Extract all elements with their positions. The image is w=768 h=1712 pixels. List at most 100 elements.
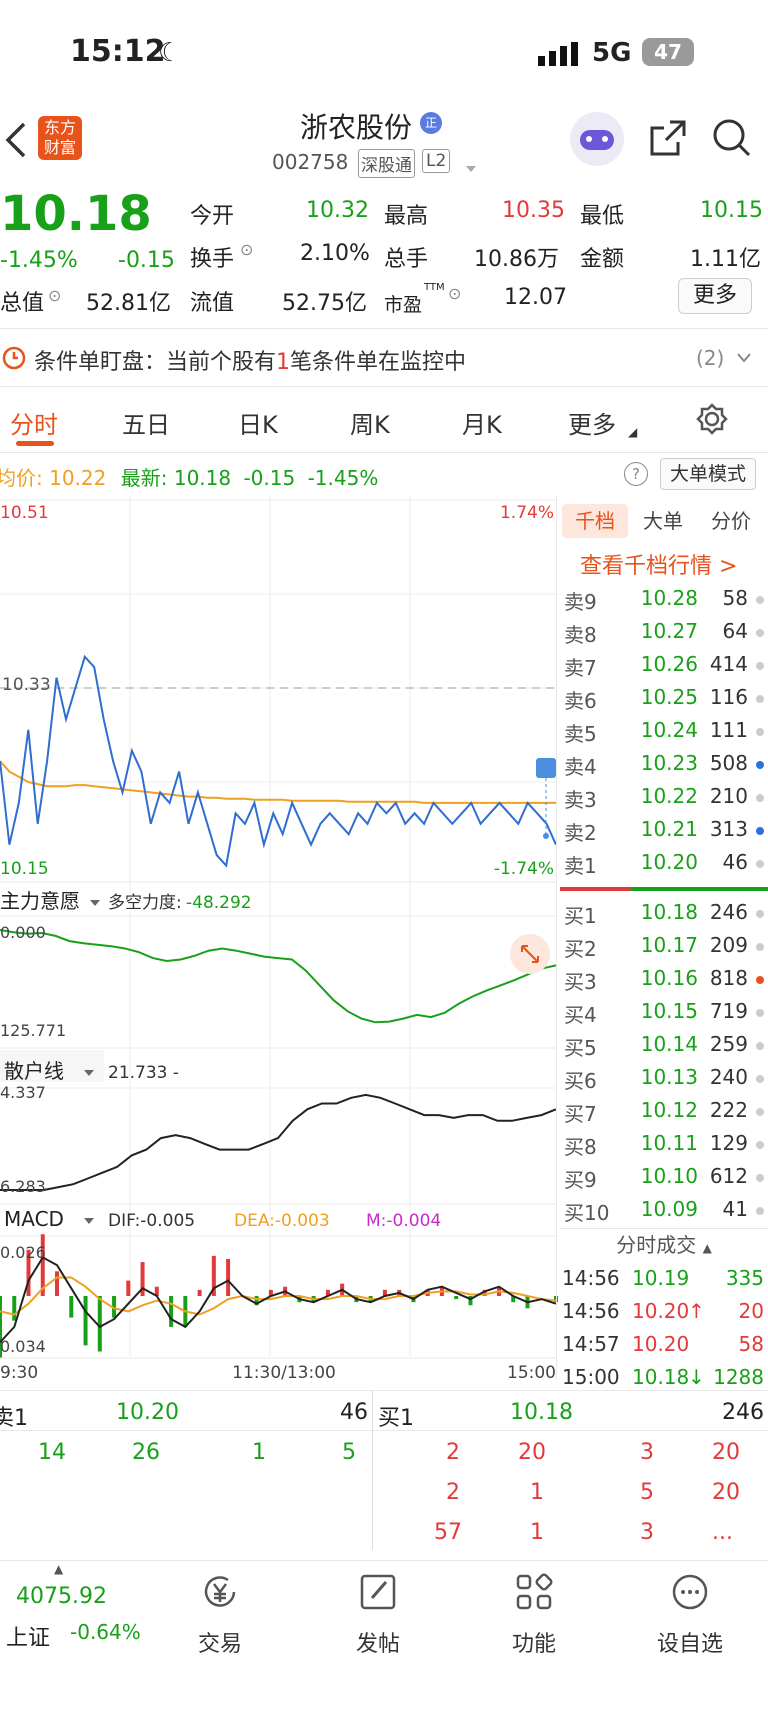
nav-add-watchlist[interactable]: 设自选 bbox=[650, 1570, 730, 1658]
queue-bid-order: 20 bbox=[712, 1440, 740, 1465]
bid-row[interactable]: 买7 10.12 222 bbox=[560, 1094, 768, 1127]
tab-week-k[interactable]: 周K bbox=[350, 411, 390, 439]
code-dropdown-icon[interactable] bbox=[460, 158, 476, 177]
macd-dea-line bbox=[0, 1276, 557, 1316]
bid-row[interactable]: 买8 10.11 129 bbox=[560, 1127, 768, 1160]
bid-row[interactable]: 买6 10.13 240 bbox=[560, 1061, 768, 1094]
bid-label: 买4 bbox=[564, 1003, 597, 1027]
strength-value: -48.292 bbox=[186, 893, 252, 913]
trade-volume: 20 bbox=[738, 1299, 764, 1323]
ask-volume: 46 bbox=[722, 850, 748, 874]
ask-row[interactable]: 卖5 10.24 111 bbox=[560, 714, 768, 747]
price-max-label: 10.51 bbox=[0, 503, 49, 523]
ask-row[interactable]: 卖8 10.27 64 bbox=[560, 615, 768, 648]
bid-price: 10.13 bbox=[640, 1065, 698, 1089]
ask-row[interactable]: 卖1 10.20 46 bbox=[560, 846, 768, 879]
queue-bid-order: 1 bbox=[530, 1520, 544, 1545]
bid-row[interactable]: 买9 10.10 612 bbox=[560, 1160, 768, 1193]
stock-code: 002758 bbox=[272, 150, 349, 174]
ask-row[interactable]: 卖4 10.23 508 bbox=[560, 747, 768, 780]
big-order-mode-button[interactable]: 大单模式 bbox=[660, 458, 756, 490]
bid-label: 买8 bbox=[564, 1135, 597, 1159]
ask-price: 10.27 bbox=[640, 619, 698, 643]
bid-volume: 719 bbox=[709, 999, 748, 1023]
side-tab-big-order[interactable]: 大单 bbox=[643, 509, 683, 533]
nav-trade[interactable]: 交易 bbox=[180, 1570, 260, 1658]
index-ticker[interactable]: ▲ 4075.92 上证 -0.64% bbox=[0, 1560, 170, 1660]
tab-active-indicator bbox=[16, 441, 54, 446]
macd-label: MACD bbox=[4, 1207, 64, 1231]
turnover-label: 换手 bbox=[190, 247, 235, 272]
help-icon[interactable]: ? bbox=[624, 462, 648, 486]
order-flag-dot-icon bbox=[756, 1108, 764, 1116]
queue-bid-price: 10.18 bbox=[510, 1400, 573, 1425]
trade-time: 15:00 bbox=[562, 1365, 620, 1389]
order-flag-dot-icon bbox=[756, 695, 764, 703]
turnover-info-icon[interactable]: ⊙ bbox=[240, 240, 254, 259]
ask-label: 卖2 bbox=[564, 821, 597, 845]
pe-value: 12.07 bbox=[504, 285, 567, 310]
nav-functions[interactable]: 功能 bbox=[494, 1570, 574, 1658]
ask-label: 卖8 bbox=[564, 623, 597, 647]
bid-row[interactable]: 买3 10.16 818 bbox=[560, 962, 768, 995]
tab-five-day[interactable]: 五日 bbox=[122, 411, 170, 439]
bid-row[interactable]: 买2 10.17 209 bbox=[560, 929, 768, 962]
macd-dropdown-icon bbox=[84, 1218, 94, 1224]
tab-intraday[interactable]: 分时 bbox=[10, 411, 58, 439]
view-depth-link[interactable]: 查看千档行情 > bbox=[580, 554, 738, 579]
mktcap-info-icon[interactable]: ⊙ bbox=[48, 286, 62, 305]
bid-price: 10.16 bbox=[640, 966, 698, 990]
queue-bid-order: 1 bbox=[530, 1480, 544, 1505]
settings-gear-icon[interactable] bbox=[696, 403, 728, 435]
bid-row[interactable]: 买5 10.14 259 bbox=[560, 1028, 768, 1061]
open-value: 10.32 bbox=[306, 198, 369, 223]
queue-bid-order: 3 bbox=[640, 1440, 654, 1465]
ask-row[interactable]: 卖6 10.25 116 bbox=[560, 681, 768, 714]
ask-row[interactable]: 卖7 10.26 414 bbox=[560, 648, 768, 681]
order-flag-dot-icon bbox=[756, 827, 764, 835]
trade-price: 10.18 bbox=[632, 1365, 690, 1389]
bid-label: 买6 bbox=[564, 1069, 597, 1093]
macd-bottom-label: 0.034 bbox=[0, 1337, 46, 1356]
tab-month-k[interactable]: 月K bbox=[462, 411, 502, 439]
search-icon[interactable] bbox=[712, 118, 752, 158]
bid-price: 10.10 bbox=[640, 1164, 698, 1188]
intraday-chart[interactable]: 10.51 1.74% 10.33 10.15 -1.74% 主力意愿 多空力度: -48.2… bbox=[0, 496, 560, 1380]
nav-post[interactable]: 发帖 bbox=[338, 1570, 418, 1658]
side-tab-qiandang[interactable]: 千档 bbox=[562, 504, 628, 538]
bid-row[interactable]: 买10 10.09 41 bbox=[560, 1193, 768, 1226]
retail-line-label: 散户线 bbox=[4, 1059, 64, 1083]
bid-row[interactable]: 买4 10.15 719 bbox=[560, 995, 768, 1028]
queue-bid-order: 2 bbox=[446, 1440, 460, 1465]
bid-price: 10.14 bbox=[640, 1032, 698, 1056]
ask-row[interactable]: 卖3 10.22 210 bbox=[560, 780, 768, 813]
trade-volume: 58 bbox=[738, 1332, 764, 1356]
signal-icon bbox=[538, 42, 578, 66]
high-value: 10.35 bbox=[502, 198, 565, 223]
more-button[interactable]: 更多 bbox=[678, 278, 752, 314]
order-flag-dot-icon bbox=[756, 1075, 764, 1083]
trades-header[interactable]: 分时成交 ▲ bbox=[560, 1228, 768, 1260]
ask-row[interactable]: 卖2 10.21 313 bbox=[560, 813, 768, 846]
order-flag-dot-icon bbox=[756, 662, 764, 670]
tab-more[interactable]: 更多 bbox=[568, 411, 616, 439]
side-tab-price-dist[interactable]: 分价 bbox=[711, 509, 751, 533]
order-flag-dot-icon bbox=[756, 596, 764, 604]
yen-circle-icon bbox=[204, 1576, 236, 1607]
ask-row[interactable]: 卖9 10.28 58 bbox=[560, 582, 768, 615]
pe-info-icon[interactable]: ⊙ bbox=[448, 284, 462, 303]
strength-label: 多空力度: bbox=[108, 893, 182, 913]
condition-alert-bar[interactable]: 条件单盯盘：当前个股有1笔条件单在监控中 (2) bbox=[0, 330, 768, 386]
avg-price: 10.22 bbox=[49, 466, 107, 490]
back-icon[interactable] bbox=[4, 122, 28, 158]
robot-avatar[interactable] bbox=[570, 112, 624, 166]
main-force-top-label: 0.000 bbox=[0, 923, 46, 942]
queue-bid-order: 5 bbox=[640, 1480, 654, 1505]
tag-l2: L2 bbox=[422, 149, 451, 173]
bid-row[interactable]: 买1 10.18 246 bbox=[560, 896, 768, 929]
queue-ask-vol: 46 bbox=[340, 1400, 368, 1425]
float-value: 52.75亿 bbox=[282, 291, 367, 316]
share-icon[interactable] bbox=[648, 118, 688, 158]
tab-day-k[interactable]: 日K bbox=[238, 411, 278, 439]
ask-volume: 508 bbox=[709, 751, 748, 775]
